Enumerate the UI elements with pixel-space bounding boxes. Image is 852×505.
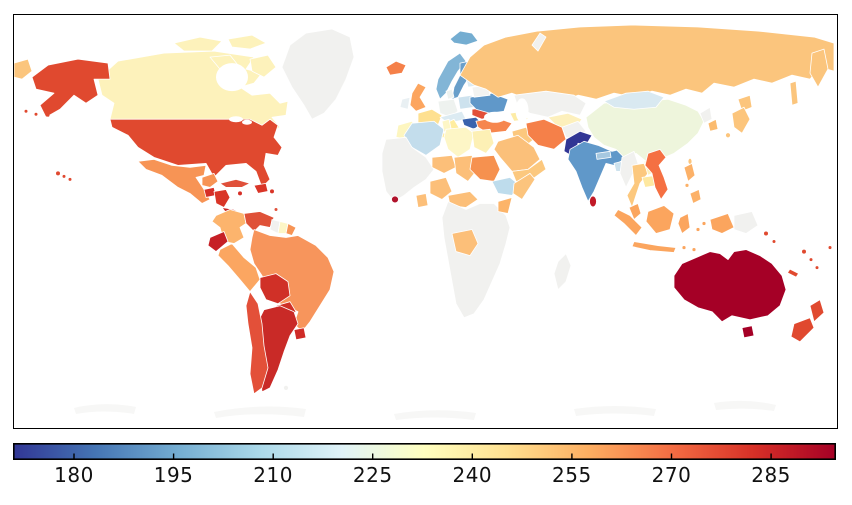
- colorbar: [13, 443, 836, 460]
- country-colombia: [211, 209, 247, 244]
- country-vietnam: [644, 148, 669, 200]
- aleutian-islands: [24, 109, 50, 117]
- country-norway: [435, 52, 467, 100]
- country-myanmar: [619, 150, 639, 188]
- country-indonesia: [613, 205, 735, 253]
- country-nz-south: [790, 317, 815, 343]
- country-mongolia: [603, 90, 665, 110]
- colorbar-tick-label: 180: [54, 463, 94, 487]
- region-west-africa: [381, 136, 435, 202]
- russia-chukotka-west-edge: [14, 58, 33, 80]
- country-uk: [409, 82, 427, 112]
- country-greenland: [281, 28, 355, 120]
- country-somalia: [512, 172, 536, 200]
- hudson-bay: [216, 63, 248, 92]
- country-madagascar: [553, 253, 572, 291]
- pacific-islands: [764, 231, 832, 277]
- colorbar-tick-label: 240: [452, 463, 493, 487]
- colorbar-tick-label: 210: [253, 463, 293, 487]
- country-libya: [443, 126, 475, 158]
- country-niger: [431, 154, 457, 174]
- country-tasmania: [741, 325, 755, 339]
- world-map: [13, 14, 838, 429]
- colorbar-tick-label: 255: [552, 463, 592, 487]
- country-ireland: [399, 96, 411, 110]
- country-honduras-nicaragua: [213, 189, 231, 208]
- country-ecuador: [207, 231, 229, 252]
- novaya-zemlya: [531, 32, 547, 52]
- country-cuba: [219, 178, 251, 188]
- country-jamaica: [238, 191, 242, 196]
- country-iran: [525, 118, 567, 150]
- country-russia: [459, 24, 835, 102]
- country-nepal: [595, 150, 612, 160]
- country-puerto-rico: [270, 189, 274, 194]
- colorbar-gradient: [13, 443, 836, 460]
- countries-layer: [14, 24, 835, 420]
- colorbar-tick-label: 195: [153, 463, 194, 487]
- country-chad: [453, 154, 477, 182]
- country-nz-north: [809, 299, 825, 323]
- russia-kamchatka: [809, 48, 829, 88]
- country-svalbard: [449, 30, 479, 46]
- country-yemen-oman: [511, 158, 547, 182]
- colorbar-tick-label: 285: [751, 463, 791, 487]
- country-ghana: [415, 193, 429, 208]
- country-chile: [245, 291, 269, 395]
- country-iceland: [385, 60, 407, 76]
- country-mexico-yucatan: [201, 172, 219, 188]
- country-uruguay: [293, 327, 307, 341]
- country-japan: [725, 94, 753, 139]
- country-denmark: [445, 88, 455, 100]
- country-malaysia: [628, 203, 642, 220]
- falkland-islands: [283, 384, 289, 391]
- colorbar-border: [13, 443, 836, 460]
- country-south-korea: [707, 118, 719, 132]
- country-bolivia: [259, 273, 291, 305]
- canada-arctic-islands: [173, 34, 277, 78]
- country-argentina: [259, 305, 299, 393]
- colorbar-tick-label: 270: [651, 463, 692, 487]
- great-lakes: [229, 116, 243, 123]
- colorbar-tick-label: 225: [352, 463, 393, 487]
- country-png: [733, 211, 759, 234]
- country-mexico: [137, 158, 211, 204]
- country-nigeria: [429, 176, 453, 200]
- country-senegal-dot: [391, 195, 399, 204]
- black-sea: [484, 111, 506, 123]
- world-map-svg: [14, 24, 835, 420]
- country-australia: [673, 249, 787, 323]
- country-trinidad: [274, 207, 278, 211]
- caspian-sea: [515, 98, 529, 123]
- colorbar-tick-labels: 180 195 210 225 240 255 270 285: [13, 461, 836, 489]
- country-usa-alaska: [31, 58, 111, 118]
- lakes-layer: [216, 63, 529, 125]
- russia-sakhalin: [789, 80, 799, 106]
- country-venezuela: [243, 211, 275, 232]
- country-hispaniola: [253, 183, 269, 194]
- great-lakes-east: [242, 119, 252, 125]
- country-sudan: [469, 154, 501, 182]
- country-north-korea: [699, 106, 713, 124]
- country-philippines: [683, 162, 702, 204]
- colorbar-svg: [13, 443, 836, 460]
- caribbean-islands: [238, 189, 278, 211]
- country-egypt: [471, 128, 495, 154]
- country-french-guiana: [285, 223, 297, 236]
- country-kenya: [497, 197, 513, 214]
- region-central-southern-africa: [441, 201, 511, 319]
- country-peru: [217, 243, 261, 293]
- antarctica-fragments: [74, 400, 776, 420]
- hawaii-islands: [56, 171, 72, 181]
- country-sri-lanka: [589, 195, 597, 208]
- country-angola: [451, 229, 479, 256]
